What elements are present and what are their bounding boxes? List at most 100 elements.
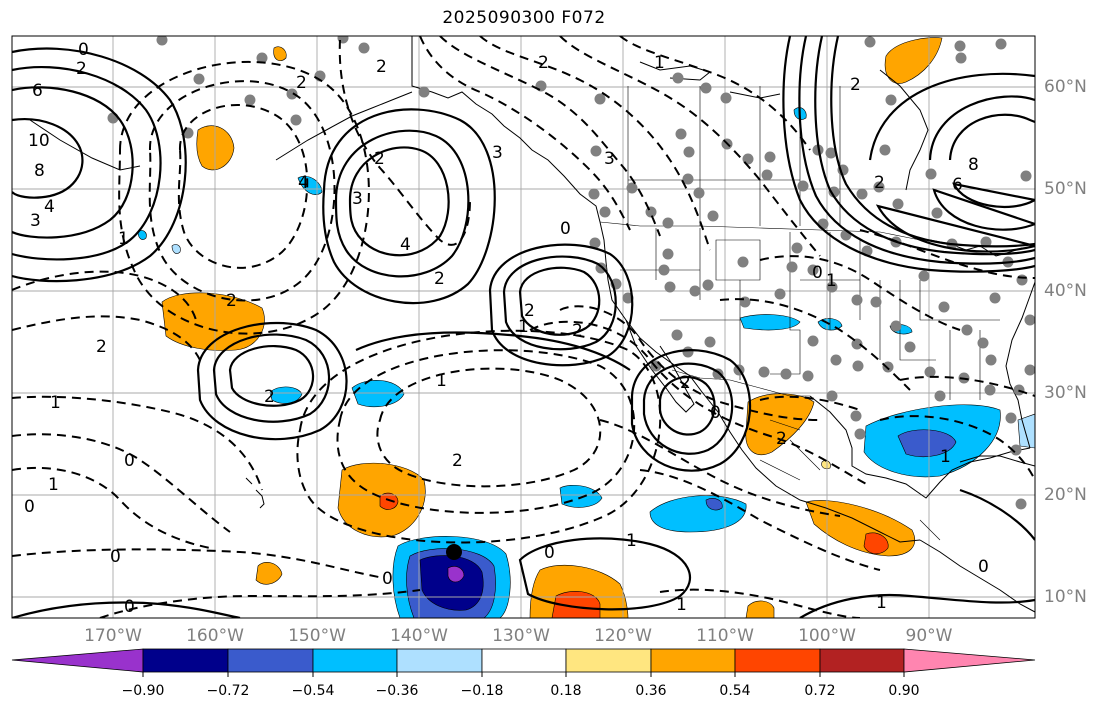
colorbar-tick-label: 0.36	[635, 683, 667, 699]
canada-provinces	[627, 86, 841, 226]
contour-label: 1	[50, 393, 61, 413]
shaded-fields	[137, 37, 1035, 618]
lat-label: 10°N	[1044, 587, 1087, 607]
colorbar	[11, 648, 1036, 677]
contour-label: 1	[676, 595, 687, 615]
mexico-states	[759, 419, 941, 541]
contour-label: 0	[710, 403, 721, 423]
contour-line	[12, 47, 187, 283]
alaska-coast	[411, 36, 601, 223]
east-coast	[1005, 281, 1035, 449]
lat-label: 20°N	[1044, 485, 1087, 505]
lon-label: 90°W	[905, 626, 953, 646]
contour-line	[355, 331, 631, 371]
contour-label: 3	[604, 149, 615, 169]
colorbar-ticks	[142, 672, 905, 677]
map-frame	[11, 35, 1036, 619]
colorbar-segment	[142, 648, 229, 673]
contour-label: 4	[400, 235, 411, 255]
dark-blue-patch	[705, 498, 723, 511]
colorbar-tick-label: 0.72	[804, 683, 836, 699]
orange-patch	[255, 562, 283, 585]
lat-label: 40°N	[1044, 281, 1087, 301]
contour-line	[899, 375, 1035, 397]
solid-contours	[12, 36, 1035, 618]
light-blue-patch	[171, 244, 181, 254]
colorbar-tick-label: −0.36	[375, 683, 419, 699]
contour-label: 2	[538, 53, 549, 73]
red-patch	[379, 492, 399, 510]
contour-label: 2	[874, 173, 885, 193]
colorbar-extend-max	[903, 648, 1036, 673]
contour-label: 1	[876, 593, 887, 613]
contour-label: 2	[434, 269, 445, 289]
contour-line	[12, 315, 201, 361]
contour-label: 3	[30, 211, 41, 231]
lat-label: 60°N	[1044, 77, 1087, 97]
contour-line	[12, 66, 162, 261]
contour-line	[336, 349, 636, 514]
lon-label: 170°W	[84, 626, 142, 646]
aleutian-islands	[275, 91, 413, 161]
contour-line	[348, 146, 450, 257]
contour-label: 2	[850, 75, 861, 95]
dashed-contours	[12, 36, 1035, 618]
contour-label: 6	[32, 81, 43, 101]
dark-blue-patch	[897, 429, 957, 457]
contour-label: 1	[626, 531, 637, 551]
contour-label: 0	[544, 543, 555, 563]
contour-label: 10	[28, 131, 50, 151]
colorbar-tick-label: 0.18	[550, 683, 582, 699]
contour-line	[488, 243, 634, 367]
map-title: 2025090300 F072	[442, 8, 606, 28]
colorbar-segment	[734, 648, 821, 673]
lon-label: 150°W	[288, 626, 346, 646]
contour-label: 2	[374, 149, 385, 169]
red-patch	[863, 532, 889, 555]
contour-label: 0	[812, 263, 823, 283]
contour-label: 2	[226, 291, 237, 311]
contour-line	[502, 255, 617, 351]
contour-line	[12, 601, 241, 618]
contour-label: 0	[24, 497, 35, 517]
light-blue-patch	[1017, 413, 1035, 449]
baja-california	[625, 319, 695, 413]
lon-label: 120°W	[594, 626, 652, 646]
orange-patch	[884, 37, 943, 84]
contour-label: 1	[436, 371, 447, 391]
contour-label: 2	[572, 321, 583, 341]
colorbar-segment	[396, 648, 483, 673]
contour-label: 2	[296, 73, 307, 93]
hawaii	[245, 477, 265, 509]
contour-label: 2	[524, 301, 535, 321]
colorbar-tick-label: −0.54	[291, 683, 335, 699]
contour-label: 0	[110, 547, 121, 567]
contour-line	[12, 548, 385, 579]
contour-label: 1	[48, 475, 59, 495]
colorbar-tick-label: 0.54	[719, 683, 751, 699]
contour-line	[879, 415, 1035, 481]
contour-line	[99, 589, 421, 618]
station-dots	[107, 36, 1035, 510]
contour-line	[12, 466, 211, 549]
contour-line	[659, 588, 861, 618]
contour-line	[798, 36, 1035, 265]
contour-line	[177, 103, 309, 269]
contour-line	[928, 95, 1035, 231]
contour-label: 2	[264, 387, 275, 407]
us-canada-border	[599, 221, 921, 241]
contour-line	[228, 345, 315, 407]
colorbar-tick-label: 0.90	[888, 683, 920, 699]
colorbar-segment	[227, 648, 314, 673]
gridlines	[12, 36, 1035, 618]
lon-label: 140°W	[390, 626, 448, 646]
contour-line	[559, 36, 821, 257]
colorbar-tick-label: −0.18	[460, 683, 504, 699]
contour-label: 3	[352, 189, 363, 209]
contour-label: 4	[298, 173, 309, 193]
contour-line	[518, 266, 601, 336]
central-america	[919, 539, 1035, 613]
contour-line	[759, 255, 961, 331]
lat-label: 30°N	[1044, 383, 1087, 403]
